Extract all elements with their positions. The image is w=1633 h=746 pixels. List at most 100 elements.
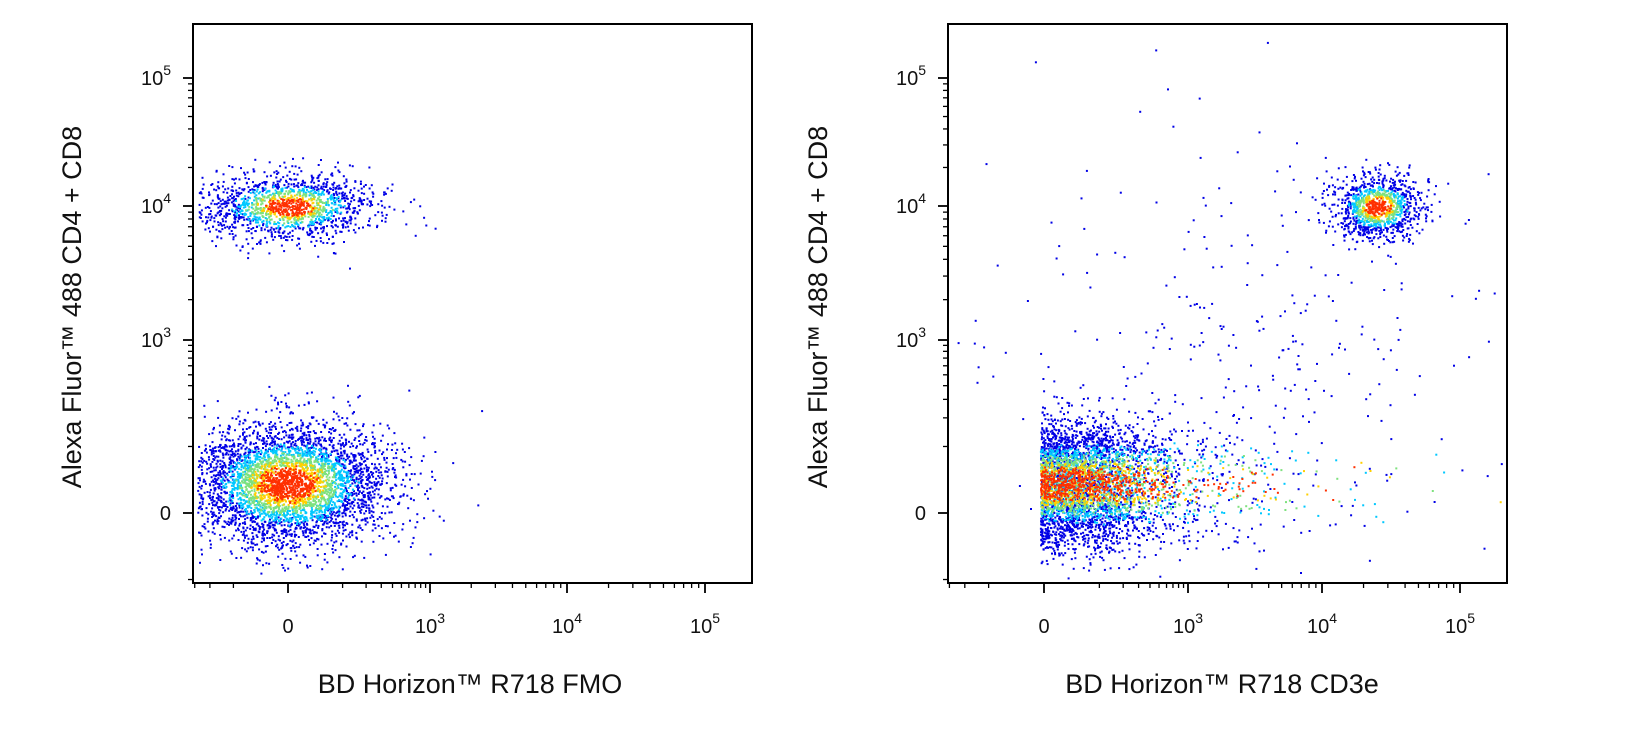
event-dot: [393, 468, 396, 471]
event-dot: [278, 520, 280, 522]
event-dot: [261, 509, 264, 512]
event-dot: [247, 230, 250, 233]
event-dot: [294, 442, 297, 445]
event-dot: [333, 522, 336, 525]
event-dot: [291, 428, 294, 431]
event-dot: [333, 181, 336, 184]
event-dot: [302, 441, 305, 444]
event-dot: [352, 229, 355, 232]
event-dot: [315, 474, 318, 477]
event-dot: [293, 185, 296, 188]
event-dot: [287, 193, 290, 196]
event-dot: [316, 537, 319, 540]
event-dot: [323, 553, 326, 555]
event-dot: [278, 448, 280, 451]
event-dot: [264, 451, 267, 454]
event-dot: [342, 466, 345, 469]
event-dot: [320, 185, 323, 188]
event-dot: [334, 456, 337, 459]
event-dot: [342, 539, 344, 542]
event-dot: [257, 217, 260, 220]
event-dot: [320, 213, 323, 216]
event-dot: [389, 489, 392, 492]
event-dot: [259, 500, 262, 503]
event-dot: [227, 453, 230, 456]
event-dot: [368, 486, 371, 489]
event-dot: [257, 464, 260, 467]
event-dot: [292, 497, 295, 500]
event-dot: [219, 205, 222, 208]
event-dot: [330, 224, 333, 227]
event-dot: [230, 189, 233, 192]
event-dot: [272, 194, 275, 197]
event-dot: [339, 500, 342, 503]
event-dot: [299, 436, 302, 439]
event-dot: [341, 483, 344, 486]
event-dot: [282, 462, 285, 465]
event-dot: [290, 535, 293, 537]
event-dot: [351, 513, 354, 516]
event-dot: [305, 438, 308, 441]
event-dot: [263, 466, 266, 469]
event-dot: [279, 443, 282, 446]
event-dot: [283, 250, 286, 253]
event-dot: [384, 553, 387, 556]
event-dot: [353, 479, 355, 482]
event-dot: [371, 496, 374, 499]
event-dot: [254, 446, 257, 449]
event-dot: [274, 189, 277, 192]
event-dot: [275, 192, 278, 194]
event-dot: [272, 438, 275, 441]
event-dot: [252, 207, 255, 210]
event-dot: [336, 511, 339, 514]
event-dot: [244, 441, 247, 444]
event-dot: [217, 471, 220, 474]
event-dot: [257, 450, 260, 453]
event-dot: [308, 198, 311, 201]
event-dot: [253, 215, 256, 218]
event-dot: [261, 471, 264, 474]
event-dot: [263, 171, 266, 174]
event-dot: [385, 482, 388, 485]
event-dot: [355, 494, 358, 497]
event-dot: [289, 412, 292, 415]
event-dot: [273, 221, 276, 223]
event-dot: [315, 516, 318, 519]
event-dot: [268, 562, 271, 565]
event-dot: [306, 492, 309, 495]
event-dot: [335, 232, 338, 235]
event-dot: [267, 471, 270, 474]
event-dot: [365, 476, 368, 479]
event-dot: [305, 516, 308, 519]
event-dot: [215, 203, 218, 206]
event-dot: [366, 484, 369, 487]
event-dot: [261, 181, 264, 184]
event-dot: [338, 439, 341, 442]
event-dot: [357, 493, 360, 495]
event-dot: [230, 490, 233, 493]
event-dot: [223, 505, 225, 507]
event-dot: [285, 406, 288, 409]
event-dot: [298, 216, 301, 219]
event-dot: [327, 472, 330, 475]
event-dot: [254, 517, 257, 520]
event-dot: [276, 180, 279, 183]
event-dot: [251, 476, 254, 479]
event-dot: [275, 176, 278, 179]
event-dot: [242, 216, 245, 219]
event-dot: [270, 231, 273, 234]
event-dot: [328, 459, 331, 462]
event-dot: [237, 461, 239, 464]
event-dot: [361, 518, 364, 521]
event-dot: [325, 502, 328, 505]
event-dot: [355, 518, 358, 521]
event-dot: [273, 460, 276, 463]
event-dot: [372, 192, 375, 195]
event-dot: [242, 433, 244, 436]
event-dot: [317, 516, 319, 519]
event-dot: [280, 401, 283, 403]
event-dot: [338, 526, 341, 529]
event-dot: [254, 448, 257, 451]
event-dot: [249, 519, 252, 522]
event-dot: [351, 211, 354, 214]
